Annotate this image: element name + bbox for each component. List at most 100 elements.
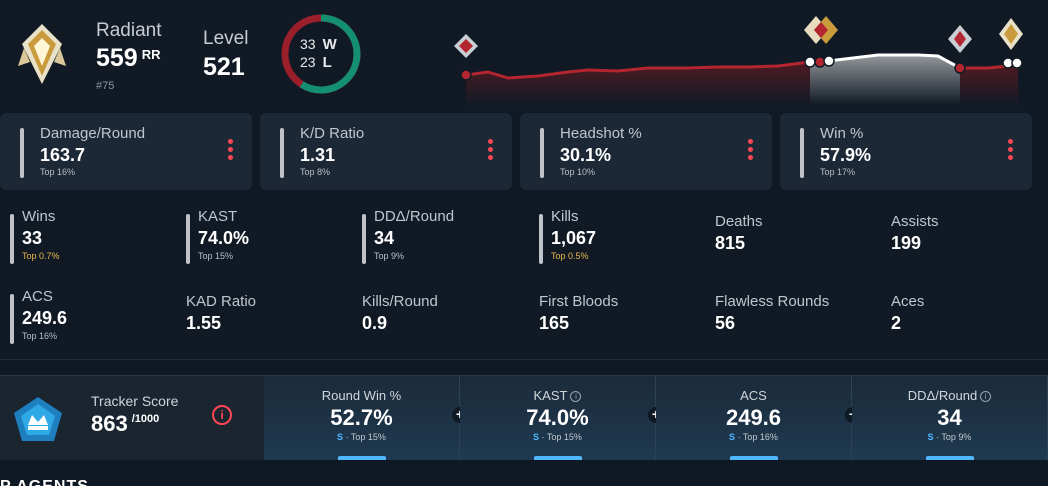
- panel-expand-button[interactable]: [926, 456, 974, 460]
- panel-label-text: Round Win %: [321, 388, 402, 403]
- stat-label: Flawless Rounds: [715, 293, 830, 310]
- panel-pct: · Top 15%: [345, 432, 386, 442]
- tracker-score-summary: Tracker Score 863/1000 i: [0, 376, 264, 460]
- stat-grid: [0, 190, 1048, 360]
- score-panel-kast[interactable]: KAST i 74.0% S · Top 15%: [460, 376, 656, 460]
- win-loss-ring: [281, 14, 361, 94]
- score-panel-acs[interactable]: ACS 249.6 S · Top 16%: [656, 376, 852, 460]
- rr-value: 559: [96, 44, 138, 72]
- panel-percentile: S · Top 15%: [460, 432, 655, 442]
- stat-card-win-pct[interactable]: Win % 57.9% Top 17%: [780, 113, 1032, 190]
- panel-percentile: S · Top 9%: [852, 432, 1047, 442]
- losses-line: 23 L: [300, 54, 332, 71]
- stat-value: 34: [374, 228, 395, 248]
- stat-percentile: Top 0.7%: [22, 251, 60, 261]
- stat-bar: [186, 214, 190, 264]
- stat-percentile: Top 10%: [560, 167, 596, 177]
- stat-value: 56: [715, 313, 736, 333]
- rr-point: [1011, 57, 1023, 69]
- stat-label: KAD Ratio: [186, 293, 257, 310]
- stat-bar: [539, 214, 543, 264]
- rr-unit: RR: [141, 47, 161, 62]
- panel-label-text: KAST: [533, 388, 568, 403]
- rank-header: Radiant 559 RR #75 Level 521 33 W 23 L: [0, 0, 1048, 112]
- tracker-score-icon: [14, 397, 62, 441]
- info-icon[interactable]: i: [570, 391, 582, 402]
- stat-value: 74.0%: [198, 228, 250, 248]
- panel-pct: · Top 16%: [737, 432, 778, 442]
- more-options-icon[interactable]: [488, 139, 494, 163]
- stat-label: Wins: [22, 208, 56, 225]
- stat-value: 30.1%: [560, 145, 612, 165]
- stat-bar: [10, 294, 14, 344]
- stat-percentile: Top 17%: [820, 167, 856, 177]
- tracker-score-max: /1000: [131, 413, 160, 425]
- stat-label: DDΔ/Round: [374, 208, 455, 225]
- stat-label: ACS: [22, 288, 53, 305]
- rank-change-icon: [999, 18, 1023, 50]
- stat-label: Headshot %: [560, 125, 642, 142]
- stat-percentile: Top 0.5%: [551, 251, 589, 261]
- panel-value: 249.6: [725, 405, 782, 430]
- stat-value: 199: [891, 233, 922, 253]
- panel-expand-button[interactable]: [338, 456, 386, 460]
- panel-label-text: DDΔ/Round: [907, 388, 978, 403]
- panel-expand-button[interactable]: [534, 456, 582, 460]
- panel-label: ACS: [656, 388, 851, 403]
- rank-name: Radiant: [96, 20, 162, 41]
- rr-point: [460, 69, 472, 81]
- stat-label: Aces: [891, 293, 925, 310]
- stat-label: Assists: [891, 213, 939, 230]
- stat-card-headshot[interactable]: Headshot % 30.1% Top 10%: [520, 113, 772, 190]
- record-wins: 33: [300, 36, 316, 52]
- stat-percentile: Top 16%: [22, 331, 58, 341]
- panel-grade: S: [927, 432, 934, 442]
- panel-pct: · Top 9%: [936, 432, 972, 442]
- level-label: Level: [203, 28, 249, 49]
- rr-area-end: [960, 65, 1018, 105]
- stat-value: 33: [22, 228, 43, 248]
- rr-area: [466, 62, 810, 105]
- info-icon[interactable]: i: [212, 405, 232, 425]
- record-wins-label: W: [322, 36, 337, 53]
- stat-label: K/D Ratio: [300, 125, 365, 142]
- stat-value: 163.7: [40, 145, 86, 165]
- radiant-rank-icon: [18, 24, 66, 84]
- stat-value: 815: [715, 233, 746, 253]
- more-options-icon[interactable]: [1008, 139, 1014, 163]
- stat-value: 0.9: [362, 313, 388, 333]
- stat-card-damage-round[interactable]: Damage/Round 163.7 Top 16%: [0, 113, 252, 190]
- tracker-score-value: 863/1000: [91, 411, 159, 437]
- rank-change-icon: [804, 16, 838, 44]
- stat-label: First Bloods: [539, 293, 619, 310]
- stat-percentile: Top 16%: [40, 167, 76, 177]
- stat-percentile: Top 9%: [374, 251, 405, 261]
- panel-label: Round Win %: [264, 388, 459, 403]
- stat-bar: [20, 128, 24, 178]
- panel-value: 34: [937, 405, 962, 430]
- rr-area-highlight: [810, 55, 960, 105]
- stat-bar: [10, 214, 14, 264]
- tracker-score-label: Tracker Score: [91, 393, 179, 409]
- rank-change-icon: [948, 25, 972, 53]
- info-icon[interactable]: i: [980, 391, 992, 402]
- panel-grade: S: [729, 432, 736, 442]
- more-options-icon[interactable]: [228, 139, 234, 163]
- stat-value: 165: [539, 313, 570, 333]
- record-losses-label: L: [322, 54, 332, 71]
- panel-pct: · Top 15%: [541, 432, 582, 442]
- score-panel-dd-delta[interactable]: DDΔ/Round i 34 S · Top 9%: [852, 376, 1048, 460]
- rr-point: [954, 62, 966, 74]
- score-panel-round-win[interactable]: Round Win % 52.7% S · Top 15%: [264, 376, 460, 460]
- leaderboard-position: #75: [96, 80, 115, 92]
- rr-line: [465, 60, 811, 80]
- stat-bar: [540, 128, 544, 178]
- stat-label: Kills: [551, 208, 579, 225]
- panel-expand-button[interactable]: [730, 456, 778, 460]
- stat-card-kd-ratio[interactable]: K/D Ratio 1.31 Top 8%: [260, 113, 512, 190]
- rr-history-graph: [454, 16, 1023, 105]
- tracker-score-number: 863: [91, 411, 128, 436]
- panel-grade: S: [533, 432, 540, 442]
- stat-label: Kills/Round: [362, 293, 438, 310]
- more-options-icon[interactable]: [748, 139, 754, 163]
